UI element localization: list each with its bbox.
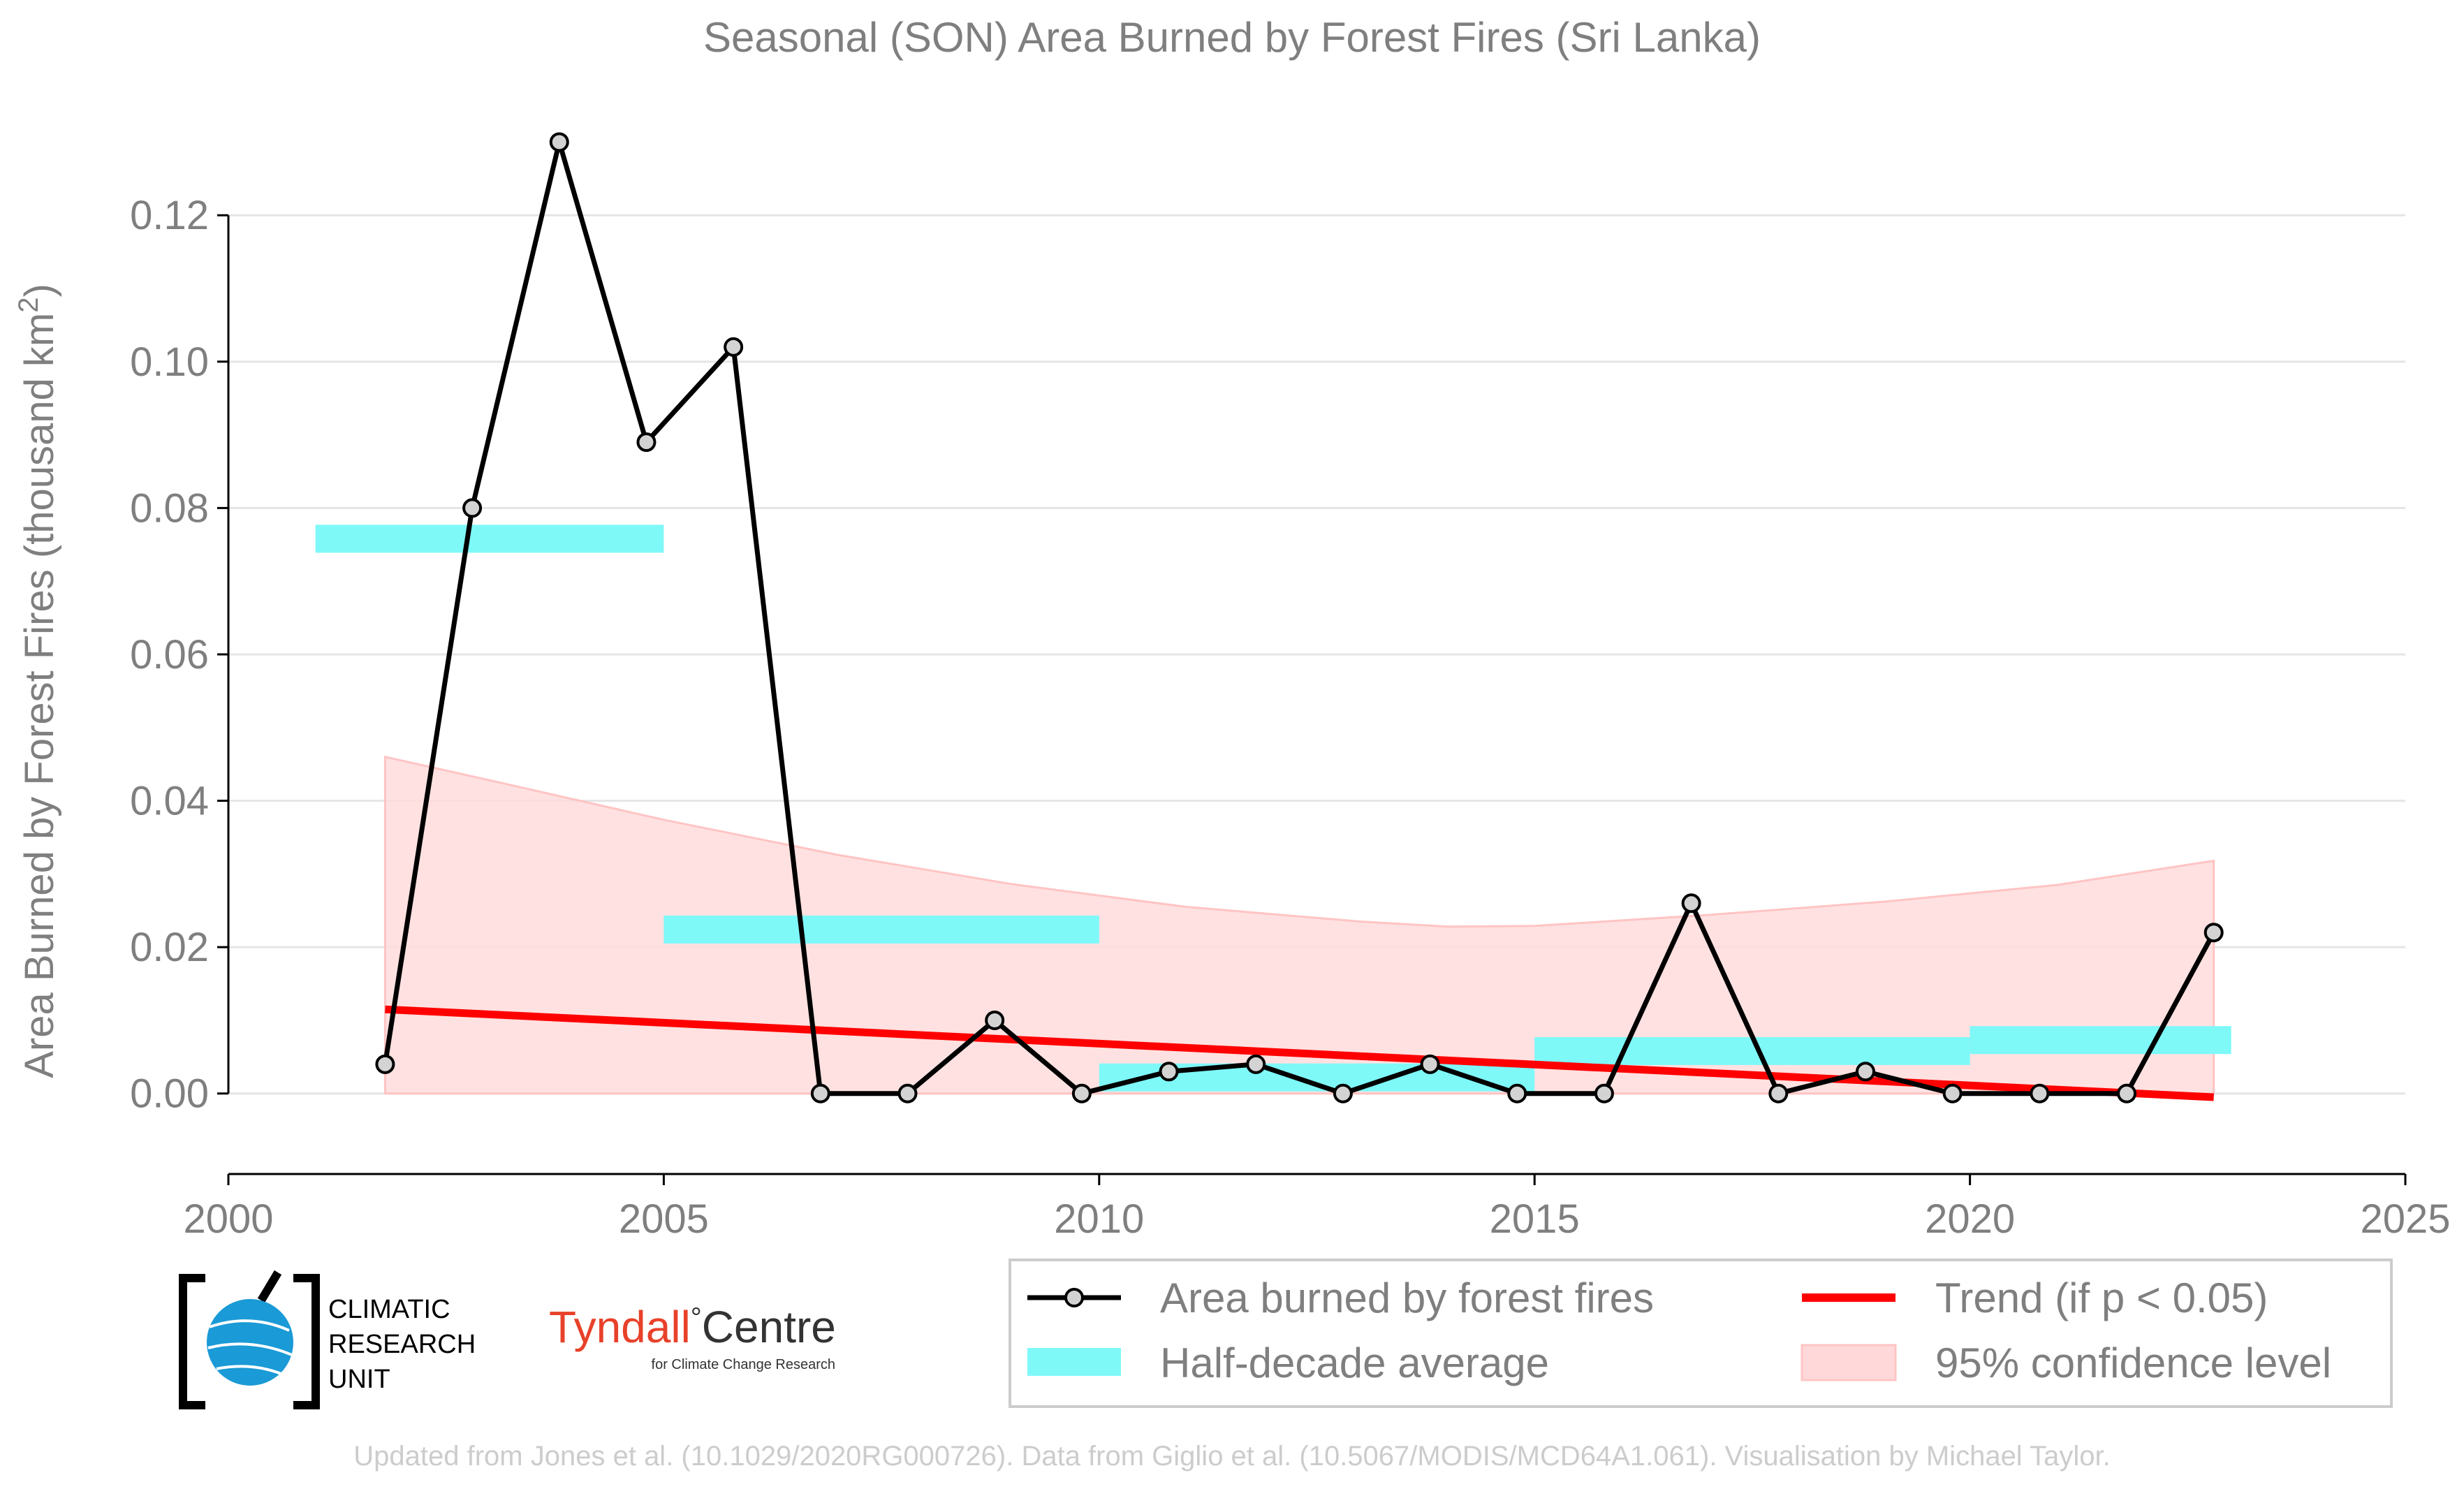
area-burned-series bbox=[375, 132, 2224, 1103]
cru-logo-line3: UNIT bbox=[328, 1365, 390, 1394]
x-tick-label: 2010 bbox=[1054, 1196, 1144, 1242]
y-axis-label-superscript: 2 bbox=[13, 298, 44, 313]
series-line bbox=[382, 139, 2216, 1096]
cru-logo-line1: CLIMATIC bbox=[328, 1295, 450, 1324]
data-point bbox=[462, 498, 483, 518]
y-axis-label-main: Area Burned by Forest Fires (thousand km bbox=[17, 313, 62, 1078]
y-tick-label: 0.06 bbox=[130, 632, 209, 677]
data-point bbox=[897, 1083, 918, 1103]
x-tick-label: 2005 bbox=[619, 1196, 709, 1242]
data-point bbox=[2203, 923, 2224, 943]
data-point bbox=[810, 1083, 830, 1103]
legend: Area burned by forest fires Trend (if p … bbox=[1009, 1259, 2393, 1408]
half-decade-bar bbox=[1970, 1026, 2231, 1055]
data-point bbox=[1159, 1062, 1179, 1082]
legend-marker-swatch bbox=[1064, 1288, 1084, 1307]
y-axis-label: Area Burned by Forest Fires (thousand km… bbox=[13, 284, 62, 1078]
data-point bbox=[375, 1054, 395, 1074]
legend-half-decade-swatch bbox=[1027, 1348, 1121, 1376]
cru-logo-bracket-left bbox=[179, 1274, 205, 1409]
legend-frame bbox=[1009, 1259, 2393, 1408]
data-point bbox=[1507, 1083, 1527, 1103]
y-tick-label: 0.12 bbox=[130, 193, 209, 238]
tyndall-logo-name: Tyndall°Centre bbox=[549, 1302, 836, 1352]
cru-logo: CLIMATIC RESEARCH UNIT bbox=[179, 1270, 476, 1409]
cru-logo-line2: RESEARCH bbox=[328, 1330, 476, 1359]
tyndall-logo-tagline: for Climate Change Research bbox=[652, 1357, 835, 1372]
legend-confidence-swatch bbox=[1801, 1344, 1897, 1381]
x-tick-label: 2025 bbox=[2360, 1196, 2450, 1242]
data-point bbox=[636, 432, 657, 453]
cru-logo-slash bbox=[257, 1270, 282, 1303]
data-point bbox=[549, 132, 569, 152]
cru-logo-bracket-right bbox=[293, 1274, 320, 1409]
y-tick-label: 0.10 bbox=[130, 339, 209, 385]
y-axis-label-close: ) bbox=[17, 284, 62, 297]
half-decade-bar bbox=[315, 525, 664, 553]
legend-label-confidence: 95% confidence level bbox=[1935, 1340, 2331, 1386]
data-point bbox=[2117, 1083, 2137, 1103]
axes: 0.00 0.02 0.04 0.06 0.08 0.10 0.12 2000 2005 2010… bbox=[130, 193, 2450, 1242]
data-point bbox=[1071, 1083, 1092, 1103]
data-point bbox=[2030, 1083, 2050, 1103]
data-point bbox=[1333, 1083, 1353, 1103]
half-decade-bar bbox=[663, 915, 1099, 944]
x-tick-label: 2000 bbox=[183, 1196, 273, 1242]
legend-label-half-decade: Half-decade average bbox=[1160, 1340, 1549, 1386]
data-point bbox=[1246, 1054, 1266, 1074]
data-point bbox=[1681, 893, 1701, 914]
data-point bbox=[1420, 1054, 1440, 1074]
globe-icon-lines bbox=[207, 1319, 293, 1376]
data-point bbox=[1594, 1083, 1614, 1103]
data-point bbox=[1942, 1083, 1963, 1103]
x-tick-label: 2020 bbox=[1925, 1196, 2015, 1242]
legend-label-area-burned: Area burned by forest fires bbox=[1160, 1275, 1654, 1321]
tyndall-logo: Tyndall°Centre for Climate Change Resear… bbox=[549, 1302, 836, 1372]
y-tick-label: 0.04 bbox=[130, 779, 209, 824]
legend-label-trend: Trend (if p < 0.05) bbox=[1935, 1275, 2268, 1321]
x-tick-label: 2015 bbox=[1490, 1196, 1580, 1242]
data-point bbox=[985, 1010, 1005, 1030]
data-point bbox=[724, 337, 744, 357]
globe-icon bbox=[207, 1299, 293, 1386]
data-point bbox=[1768, 1083, 1789, 1103]
chart-title: Seasonal (SON) Area Burned by Forest Fir… bbox=[703, 14, 1761, 61]
y-tick-label: 0.00 bbox=[130, 1071, 209, 1117]
footer-credit: Updated from Jones et al. (10.1029/2020R… bbox=[353, 1441, 2110, 1472]
y-tick-label: 0.08 bbox=[130, 485, 209, 531]
data-point bbox=[1855, 1062, 1875, 1082]
y-tick-label: 0.02 bbox=[130, 925, 209, 970]
